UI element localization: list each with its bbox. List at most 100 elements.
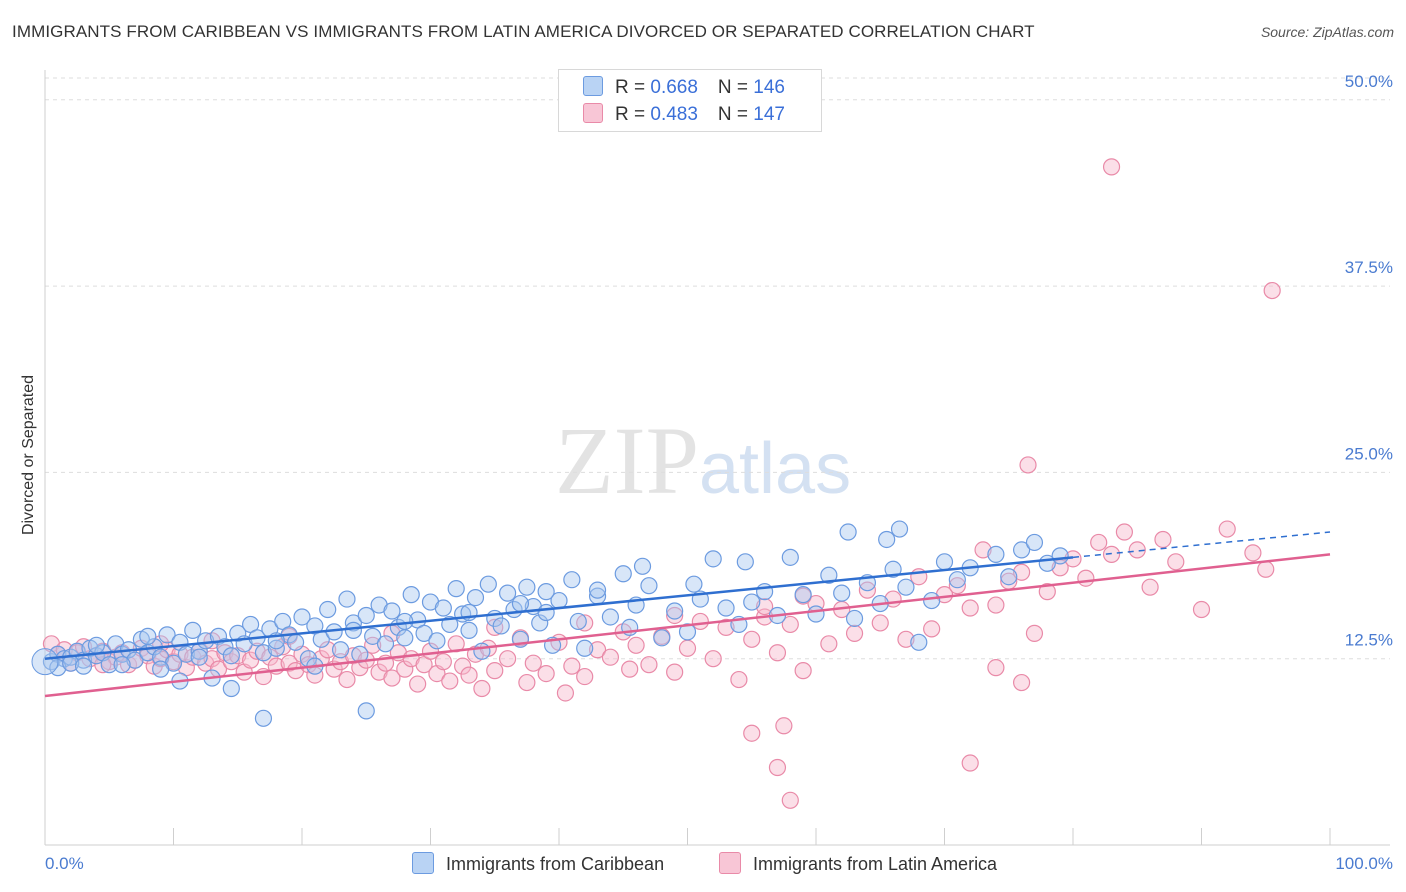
- data-point: [1257, 560, 1275, 578]
- legend-r-value: 0.483: [650, 104, 698, 125]
- data-point: [743, 630, 761, 648]
- data-point: [884, 560, 902, 578]
- data-point: [396, 629, 414, 647]
- legend-r-label: R =: [615, 77, 651, 98]
- data-point: [833, 584, 851, 602]
- data-point: [383, 602, 401, 620]
- bottom-legend-latin-america: Immigrants from Latin America: [719, 852, 997, 875]
- data-point: [190, 648, 208, 666]
- data-point: [364, 627, 382, 645]
- data-point: [569, 612, 587, 631]
- data-point: [704, 550, 722, 568]
- data-point: [704, 650, 722, 668]
- data-point: [428, 632, 446, 650]
- data-point: [1025, 533, 1044, 552]
- data-point: [717, 618, 735, 637]
- data-point: [781, 548, 799, 566]
- data-point: [1012, 673, 1031, 692]
- data-point: [923, 591, 941, 610]
- data-point: [878, 530, 896, 549]
- bottom-legend-swatch-pink: [719, 852, 741, 874]
- data-point: [563, 657, 581, 675]
- data-point: [364, 636, 382, 654]
- data-point: [415, 624, 433, 642]
- legend-r-value: 0.668: [650, 77, 698, 98]
- data-point: [139, 627, 157, 645]
- data-point: [781, 791, 799, 809]
- bottom-legend-label: Immigrants from Caribbean: [446, 854, 665, 874]
- data-point: [666, 602, 684, 620]
- data-point: [717, 599, 735, 617]
- y-axis-tick-labels: 12.5% 25.0% 37.5% 50.0%: [1345, 72, 1393, 650]
- data-point: [376, 635, 395, 653]
- data-point: [1218, 520, 1236, 538]
- data-point: [177, 645, 195, 663]
- data-point: [222, 647, 240, 665]
- data-point: [222, 653, 240, 671]
- source-label: Source: ZipAtlas.com: [1260, 24, 1394, 40]
- data-point: [1012, 563, 1031, 581]
- data-point: [775, 717, 793, 735]
- trend-line-caribbean: [44, 556, 1074, 660]
- trend-line-latin-america: [44, 553, 1331, 698]
- y-tick-label: 12.5%: [1345, 631, 1393, 650]
- legend-r-label: R =: [615, 104, 651, 125]
- data-point: [768, 644, 787, 662]
- data-point: [755, 597, 774, 616]
- data-point: [254, 709, 273, 727]
- data-point: [897, 578, 915, 596]
- data-point: [948, 571, 966, 589]
- data-point: [923, 620, 941, 638]
- data-point: [961, 599, 979, 617]
- x-axis-ticks: [44, 828, 1331, 845]
- gridlines: [45, 77, 1390, 660]
- legend-n-label: N =: [717, 104, 754, 125]
- data-point: [434, 599, 452, 617]
- data-point: [441, 672, 459, 690]
- data-point: [961, 754, 979, 772]
- data-point: [730, 670, 748, 689]
- data-point: [518, 673, 536, 692]
- data-point: [653, 629, 671, 647]
- chart-title: IMMIGRANTS FROM CARIBBEAN VS IMMIGRANTS …: [12, 22, 1035, 41]
- data-point: [486, 662, 504, 680]
- data-point: [1167, 553, 1185, 571]
- watermark-atlas: atlas: [699, 429, 852, 509]
- data-point: [839, 523, 857, 541]
- data-point: [794, 662, 812, 680]
- data-point: [633, 557, 652, 575]
- data-point: [890, 520, 909, 538]
- data-point: [473, 642, 491, 660]
- data-point: [383, 669, 401, 687]
- data-point: [319, 600, 337, 619]
- trend-lines: [44, 531, 1331, 698]
- data-point: [242, 651, 260, 669]
- data-point: [1115, 523, 1134, 541]
- data-point: [344, 621, 362, 639]
- data-point: [158, 626, 176, 644]
- data-point: [666, 663, 684, 681]
- data-point: [768, 758, 787, 777]
- data-point: [466, 588, 485, 607]
- data-point: [987, 545, 1005, 563]
- data-point: [743, 593, 761, 611]
- data-point: [666, 606, 684, 625]
- data-point: [987, 596, 1005, 614]
- series-latin-america-points: [42, 158, 1281, 809]
- data-point: [820, 635, 838, 653]
- bottom-legend-swatch-blue: [412, 852, 434, 874]
- data-point: [492, 617, 510, 635]
- bottom-legend-label: Immigrants from Latin America: [753, 854, 998, 874]
- correlation-legend: R = 0.668 N = 146 R = 0.483 N = 147: [558, 69, 822, 132]
- data-point: [1192, 600, 1211, 619]
- data-point: [1012, 541, 1031, 559]
- data-point: [1141, 578, 1159, 596]
- data-point: [402, 586, 420, 604]
- data-point: [820, 566, 838, 584]
- legend-n-value: 147: [753, 104, 785, 125]
- data-point: [1154, 530, 1172, 549]
- data-point: [845, 609, 864, 628]
- data-point: [1051, 547, 1069, 565]
- data-point: [614, 565, 632, 583]
